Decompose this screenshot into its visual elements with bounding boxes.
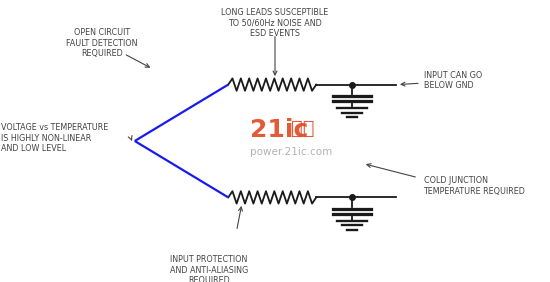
Text: INPUT PROTECTION
AND ANTI-ALIASING
REQUIRED: INPUT PROTECTION AND ANTI-ALIASING REQUI…: [170, 255, 248, 282]
Text: 21ic: 21ic: [250, 118, 309, 142]
Text: power.21ic.com: power.21ic.com: [250, 147, 333, 157]
Text: LONG LEADS SUSCEPTIBLE
TO 50/60Hz NOISE AND
ESD EVENTS: LONG LEADS SUSCEPTIBLE TO 50/60Hz NOISE …: [221, 8, 329, 38]
Text: OPEN CIRCUIT
FAULT DETECTION
REQUIRED: OPEN CIRCUIT FAULT DETECTION REQUIRED: [66, 28, 138, 58]
Text: INPUT CAN GO
BELOW GND: INPUT CAN GO BELOW GND: [424, 71, 482, 90]
Text: 电源: 电源: [292, 119, 315, 138]
Text: VOLTAGE vs TEMPERATURE
IS HIGHLY NON-LINEAR
AND LOW LEVEL: VOLTAGE vs TEMPERATURE IS HIGHLY NON-LIN…: [1, 123, 108, 153]
Text: COLD JUNCTION
TEMPERATURE REQUIRED: COLD JUNCTION TEMPERATURE REQUIRED: [424, 177, 525, 196]
